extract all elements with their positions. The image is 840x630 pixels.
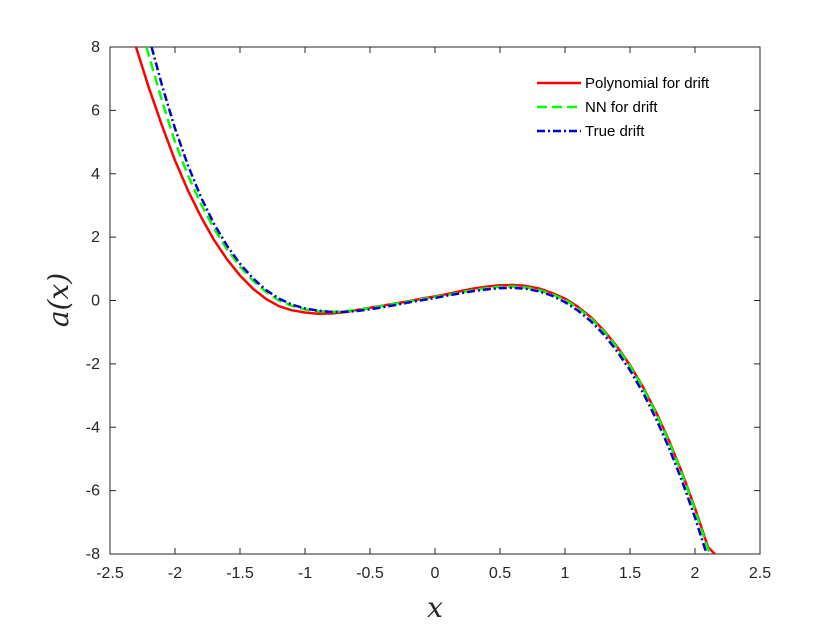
x-tick-label: -0.5 xyxy=(356,565,384,582)
x-tick-label: -1.5 xyxy=(226,565,254,582)
x-tick-label: -2.5 xyxy=(96,565,124,582)
series-group xyxy=(134,47,717,554)
y-tick-label: -8 xyxy=(86,546,100,563)
x-tick-label: 1.5 xyxy=(619,565,641,582)
x-tick-label: 2.5 xyxy=(749,565,771,582)
y-tick-label: 8 xyxy=(91,39,100,56)
y-tick-label: -2 xyxy=(86,356,100,373)
y-tick-label: -6 xyxy=(86,483,100,500)
plot-area xyxy=(109,46,761,555)
series-line-true-drift xyxy=(150,47,708,554)
x-axis-label: x xyxy=(427,591,443,624)
y-tick-label: 6 xyxy=(91,102,100,119)
legend-label-nn: NN for drift xyxy=(585,99,658,116)
legend: Polynomial for drift NN for drift True d… xyxy=(537,75,710,140)
x-tick-label: 0 xyxy=(431,565,440,582)
legend-item: True drift xyxy=(537,123,645,140)
legend-label-true: True drift xyxy=(585,123,645,140)
ticks: -2.5 -2 -1.5 -1 -0.5 0 0.5 1 1.5 2 2.5 8 6 4 2 0 -2 -4 -6 -… xyxy=(86,39,771,582)
y-tick-label: -4 xyxy=(86,419,100,436)
x-tick-label: 0.5 xyxy=(489,565,511,582)
x-tick-label: -2 xyxy=(168,565,182,582)
x-tick-label: 1 xyxy=(561,565,570,582)
series-line-nn-for-drift xyxy=(145,47,714,554)
x-tick-label: -1 xyxy=(298,565,312,582)
legend-label-polynomial: Polynomial for drift xyxy=(585,75,710,92)
y-tick-label: 0 xyxy=(91,293,100,310)
legend-item: Polynomial for drift xyxy=(537,75,710,92)
y-axis-label: a(x) xyxy=(42,273,75,327)
x-tick-label: 2 xyxy=(691,565,700,582)
y-tick-label: 4 xyxy=(91,166,100,183)
legend-item: NN for drift xyxy=(537,99,658,116)
y-tick-label: 2 xyxy=(91,229,100,246)
